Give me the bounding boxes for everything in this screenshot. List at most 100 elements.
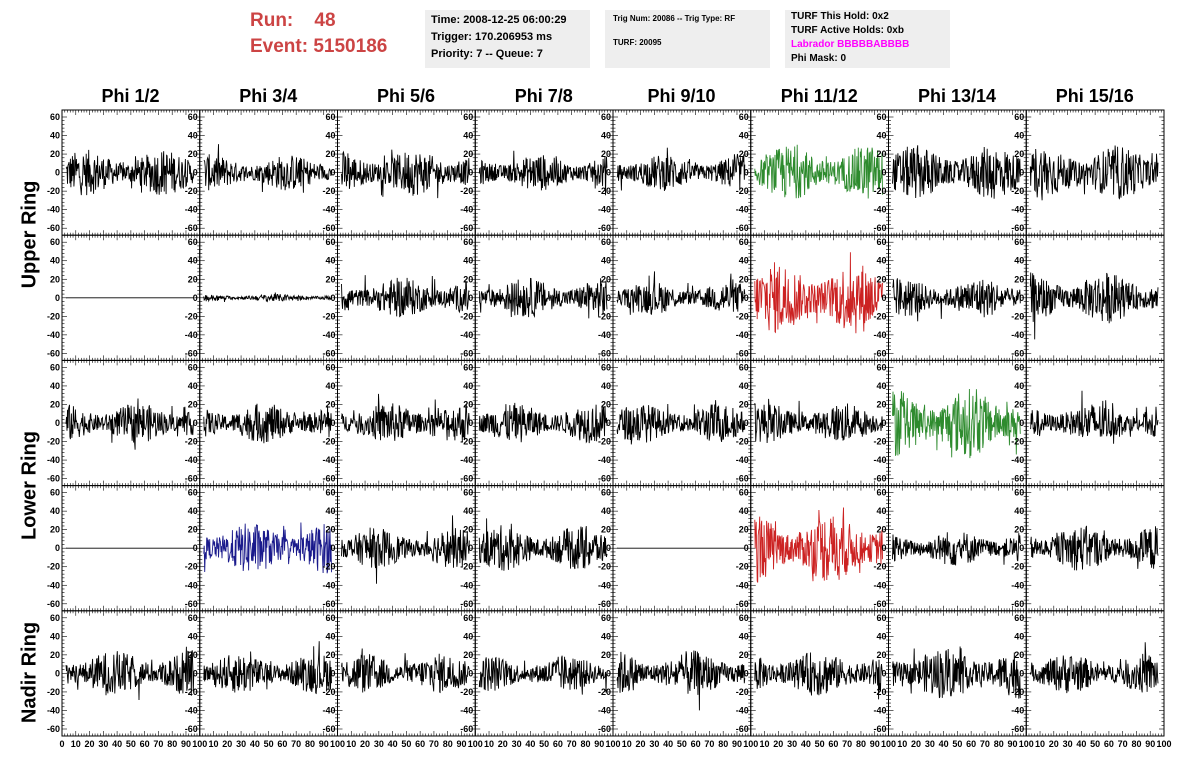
y-tick-label: 60 xyxy=(50,488,60,498)
y-tick-label: -20 xyxy=(460,437,473,447)
waveform-trace xyxy=(341,515,470,584)
y-tick-label: 20 xyxy=(50,525,60,535)
y-tick-label: 0 xyxy=(881,168,886,178)
y-tick-label: 0 xyxy=(330,293,335,303)
y-tick-label: -40 xyxy=(460,330,473,340)
y-tick-label: 0 xyxy=(1019,418,1024,428)
y-tick-label: -20 xyxy=(598,311,611,321)
y-tick-label: -20 xyxy=(47,562,60,572)
phi-mask-text: Phi Mask: 0 xyxy=(791,53,847,64)
y-tick-label: 0 xyxy=(330,168,335,178)
phi-header-5: Phi 9/10 xyxy=(647,86,716,106)
waveform-trace xyxy=(754,144,883,199)
time-info-panel: Time: 2008-12-25 06:00:29 Trigger: 170.2… xyxy=(425,10,590,68)
y-tick-label: 60 xyxy=(876,112,886,122)
y-tick-label: 60 xyxy=(325,237,335,247)
y-tick-label: -20 xyxy=(598,186,611,196)
y-tick-label: -60 xyxy=(736,223,749,233)
y-tick-label: -20 xyxy=(736,311,749,321)
labrador-text: Labrador BBBBBABBBB xyxy=(791,39,910,50)
y-tick-label: 60 xyxy=(325,112,335,122)
y-tick-label: 60 xyxy=(188,237,198,247)
y-tick-label: -60 xyxy=(460,223,473,233)
y-tick-label: 20 xyxy=(601,399,611,409)
y-tick-label: 0 xyxy=(1019,293,1024,303)
y-tick-label: 20 xyxy=(463,149,473,159)
y-tick-label: -60 xyxy=(322,474,335,484)
y-tick-label: 60 xyxy=(188,488,198,498)
y-tick-label: 40 xyxy=(876,131,886,141)
run-value: 48 xyxy=(314,10,336,31)
y-tick-label: 20 xyxy=(325,149,335,159)
y-tick-label: 40 xyxy=(325,131,335,141)
y-tick-label: 0 xyxy=(55,293,60,303)
y-tick-label: 20 xyxy=(188,274,198,284)
y-tick-label: 20 xyxy=(1014,399,1024,409)
y-tick-label: -40 xyxy=(185,205,198,215)
y-tick-label: 40 xyxy=(1014,256,1024,266)
y-tick-label: 60 xyxy=(1014,112,1024,122)
priority-text: Priority: 7 -- Queue: 7 xyxy=(431,48,543,60)
y-tick-label: 0 xyxy=(744,168,749,178)
event-value: 5150186 xyxy=(313,36,388,57)
phi-header-4: Phi 7/8 xyxy=(514,86,573,106)
y-tick-label: 20 xyxy=(50,399,60,409)
y-tick-label: -40 xyxy=(47,205,60,215)
y-tick-label: 20 xyxy=(1014,274,1024,284)
y-tick-label: -20 xyxy=(185,437,198,447)
y-tick-label: 0 xyxy=(468,418,473,428)
waveform-trace xyxy=(203,292,332,303)
y-tick-label: -60 xyxy=(1011,348,1024,358)
y-tick-label: 60 xyxy=(325,488,335,498)
waveform-trace xyxy=(65,398,195,450)
y-tick-label: 60 xyxy=(463,237,473,247)
y-tick-label: -20 xyxy=(47,437,60,447)
waveform-trace xyxy=(478,277,608,319)
y-tick-label: 0 xyxy=(193,293,198,303)
y-tick-label: -60 xyxy=(873,348,886,358)
y-tick-label: -40 xyxy=(736,205,749,215)
run-line: Run: 48 xyxy=(250,8,420,34)
waveform-trace xyxy=(616,271,746,315)
y-tick-label: 20 xyxy=(739,399,749,409)
y-tick-label: -40 xyxy=(185,330,198,340)
waveform-trace xyxy=(341,393,470,443)
waveform-trace xyxy=(341,149,470,199)
y-tick-label: -20 xyxy=(460,562,473,572)
waveform-trace xyxy=(754,252,883,334)
y-tick-label: 40 xyxy=(739,256,749,266)
y-tick-label: -60 xyxy=(47,348,60,358)
y-tick-label: 20 xyxy=(188,525,198,535)
y-tick-label: -60 xyxy=(1011,474,1024,484)
y-tick-label: -40 xyxy=(185,455,198,465)
y-tick-label: 60 xyxy=(325,362,335,372)
y-tick-label: 20 xyxy=(188,399,198,409)
y-tick-label: -20 xyxy=(460,186,473,196)
y-tick-label: -40 xyxy=(322,455,335,465)
turf-active-holds-text: TURF Active Holds: 0xb xyxy=(791,25,904,36)
phi-header-8: Phi 15/16 xyxy=(1055,86,1134,106)
y-tick-label: 20 xyxy=(601,149,611,159)
y-tick-label: 60 xyxy=(50,112,60,122)
y-tick-label: -20 xyxy=(185,562,198,572)
y-tick-label: 40 xyxy=(188,381,198,391)
waveform-trace xyxy=(65,149,195,196)
run-event-box: Run: 48 Event: 5150186 xyxy=(250,8,420,64)
y-tick-label: 60 xyxy=(188,112,198,122)
y-tick-label: 60 xyxy=(50,237,60,247)
y-tick-label: -40 xyxy=(460,455,473,465)
y-tick-label: 60 xyxy=(739,362,749,372)
y-tick-label: -60 xyxy=(185,474,198,484)
y-tick-label: 0 xyxy=(468,293,473,303)
y-tick-label: 40 xyxy=(739,381,749,391)
y-tick-label: -60 xyxy=(873,474,886,484)
y-tick-label: -20 xyxy=(322,186,335,196)
y-tick-label: 0 xyxy=(193,168,198,178)
y-tick-label: 20 xyxy=(876,149,886,159)
y-tick-label: 20 xyxy=(325,274,335,284)
y-tick-label: 20 xyxy=(876,274,886,284)
trigger-info-panel: Trig Num: 20086 -- Trig Type: RF TURF: 2… xyxy=(605,10,770,68)
y-tick-label: -20 xyxy=(598,437,611,447)
waveform-trace xyxy=(1029,390,1159,444)
